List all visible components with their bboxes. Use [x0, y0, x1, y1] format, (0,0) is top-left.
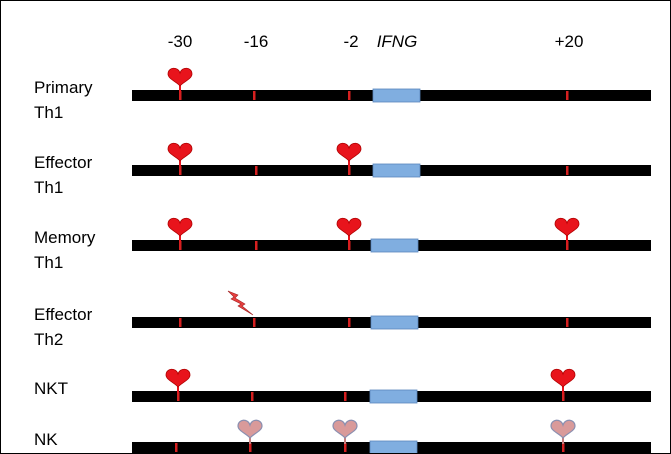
heart-icon [165, 368, 191, 388]
position-label-minus2: -2 [343, 32, 358, 51]
heart-icon [554, 217, 580, 237]
heart-icon [167, 67, 193, 87]
ifng-gene-box [370, 238, 419, 253]
locus-row: NK [34, 419, 651, 453]
heart-icon [167, 217, 193, 237]
site-tick [562, 392, 565, 401]
position-label-minus30: -30 [168, 32, 193, 51]
site-tick [177, 392, 180, 401]
ifng-gene-box [369, 440, 418, 453]
heart-weak-icon [550, 419, 576, 439]
heart-icon [167, 142, 193, 162]
cell-type-sublabel: Th1 [34, 253, 63, 272]
site-tick [344, 443, 347, 452]
locus-row: NKT [34, 368, 651, 404]
site-tick [566, 241, 569, 250]
heart-weak-icon [237, 419, 263, 439]
cell-type-label: NKT [34, 379, 68, 398]
site-tick [179, 91, 182, 100]
ifng-gene-box [372, 163, 421, 178]
heart-icon [336, 142, 362, 162]
site-tick [348, 318, 351, 327]
cell-type-label: Effector [34, 153, 93, 172]
heart-weak-icon [332, 419, 358, 439]
ifng-gene-box [372, 88, 421, 103]
ifng-gene-box [369, 389, 418, 404]
site-tick [179, 241, 182, 250]
site-tick [255, 241, 258, 250]
site-tick [175, 443, 178, 452]
cell-type-label: Effector [34, 305, 93, 324]
site-tick [255, 166, 258, 175]
cell-type-sublabel: Th2 [34, 330, 63, 349]
ifng-gene-box [370, 315, 419, 330]
gene-label: IFNG [377, 32, 418, 51]
site-tick [348, 91, 351, 100]
site-tick [253, 91, 256, 100]
heart-icon [336, 217, 362, 237]
position-label-plus20: +20 [555, 32, 584, 51]
cell-type-label: Primary [34, 78, 93, 97]
site-tick [562, 443, 565, 452]
site-tick [566, 318, 569, 327]
site-tick [179, 166, 182, 175]
site-tick [348, 166, 351, 175]
site-tick [249, 443, 252, 452]
cell-type-label: NK [34, 430, 58, 449]
site-tick [251, 392, 254, 401]
cell-type-sublabel: Th1 [34, 103, 63, 122]
site-tick [566, 91, 569, 100]
site-tick [566, 166, 569, 175]
cell-type-sublabel: Th1 [34, 178, 63, 197]
site-tick [344, 392, 347, 401]
locus-row: Effector Th1 [34, 142, 651, 197]
site-tick [253, 318, 256, 327]
locus-row: Effector Th2 [34, 290, 651, 349]
rows: Primary Th1 Effector Th1 Memory Th1 Effector Th… [34, 67, 651, 453]
site-tick [179, 318, 182, 327]
locus-row: Primary Th1 [34, 67, 651, 122]
header: -30 -16 -2 IFNG +20 [168, 32, 584, 51]
locus-row: Memory Th1 [34, 217, 651, 272]
cell-type-label: Memory [34, 228, 96, 247]
heart-icon [550, 368, 576, 388]
position-label-minus16: -16 [244, 32, 269, 51]
lightning-bolt-icon [227, 290, 254, 316]
site-tick [348, 241, 351, 250]
